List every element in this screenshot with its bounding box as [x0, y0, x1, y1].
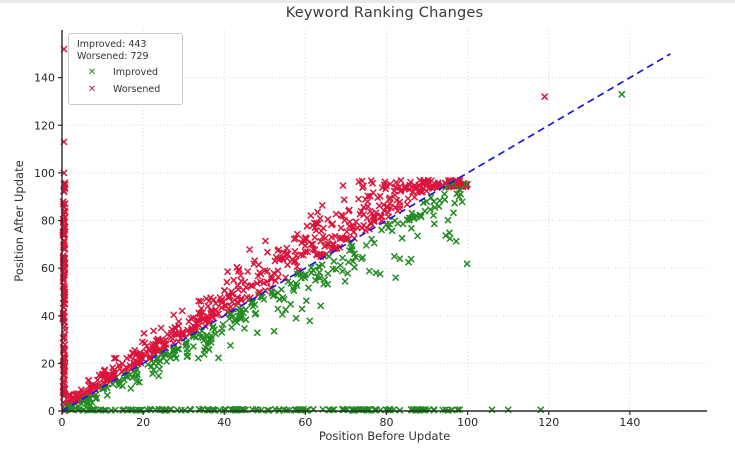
legend-entry-worsened: ✕ Worsened	[77, 83, 173, 98]
svg-text:120: 120	[538, 416, 559, 429]
legend-entry-improved: ✕ Improved	[77, 66, 173, 81]
svg-text:80: 80	[41, 215, 55, 228]
x-axis-label: Position Before Update	[318, 429, 451, 443]
legend-stat-worsened: Worsened: 729	[77, 51, 149, 63]
svg-text:140: 140	[34, 72, 55, 85]
svg-text:0: 0	[59, 416, 66, 429]
svg-text:20: 20	[41, 357, 55, 370]
y-axis-label: Position After Update	[12, 160, 26, 282]
window-top-edge	[0, 0, 735, 3]
improved-x-marker-icon: ✕	[87, 67, 97, 79]
legend: Improved: 443 Worsened: 729 ✕ Improved ✕…	[68, 33, 183, 105]
svg-text:60: 60	[41, 262, 55, 275]
legend-entry-improved-label: Improved	[113, 67, 159, 79]
svg-text:140: 140	[619, 416, 640, 429]
svg-text:40: 40	[217, 416, 231, 429]
legend-stat-improved: Improved: 443	[77, 39, 147, 50]
legend-entry-worsened-label: Worsened	[113, 84, 161, 96]
svg-text:40: 40	[41, 310, 55, 323]
svg-text:60: 60	[298, 416, 312, 429]
svg-text:120: 120	[34, 119, 55, 132]
svg-text:100: 100	[34, 167, 55, 180]
chart-title: Keyword Ranking Changes	[285, 5, 484, 21]
svg-text:20: 20	[136, 416, 150, 429]
worsened-x-marker-icon: ✕	[87, 84, 97, 96]
svg-text:100: 100	[457, 416, 478, 429]
svg-text:80: 80	[380, 416, 394, 429]
svg-text:0: 0	[48, 405, 55, 418]
